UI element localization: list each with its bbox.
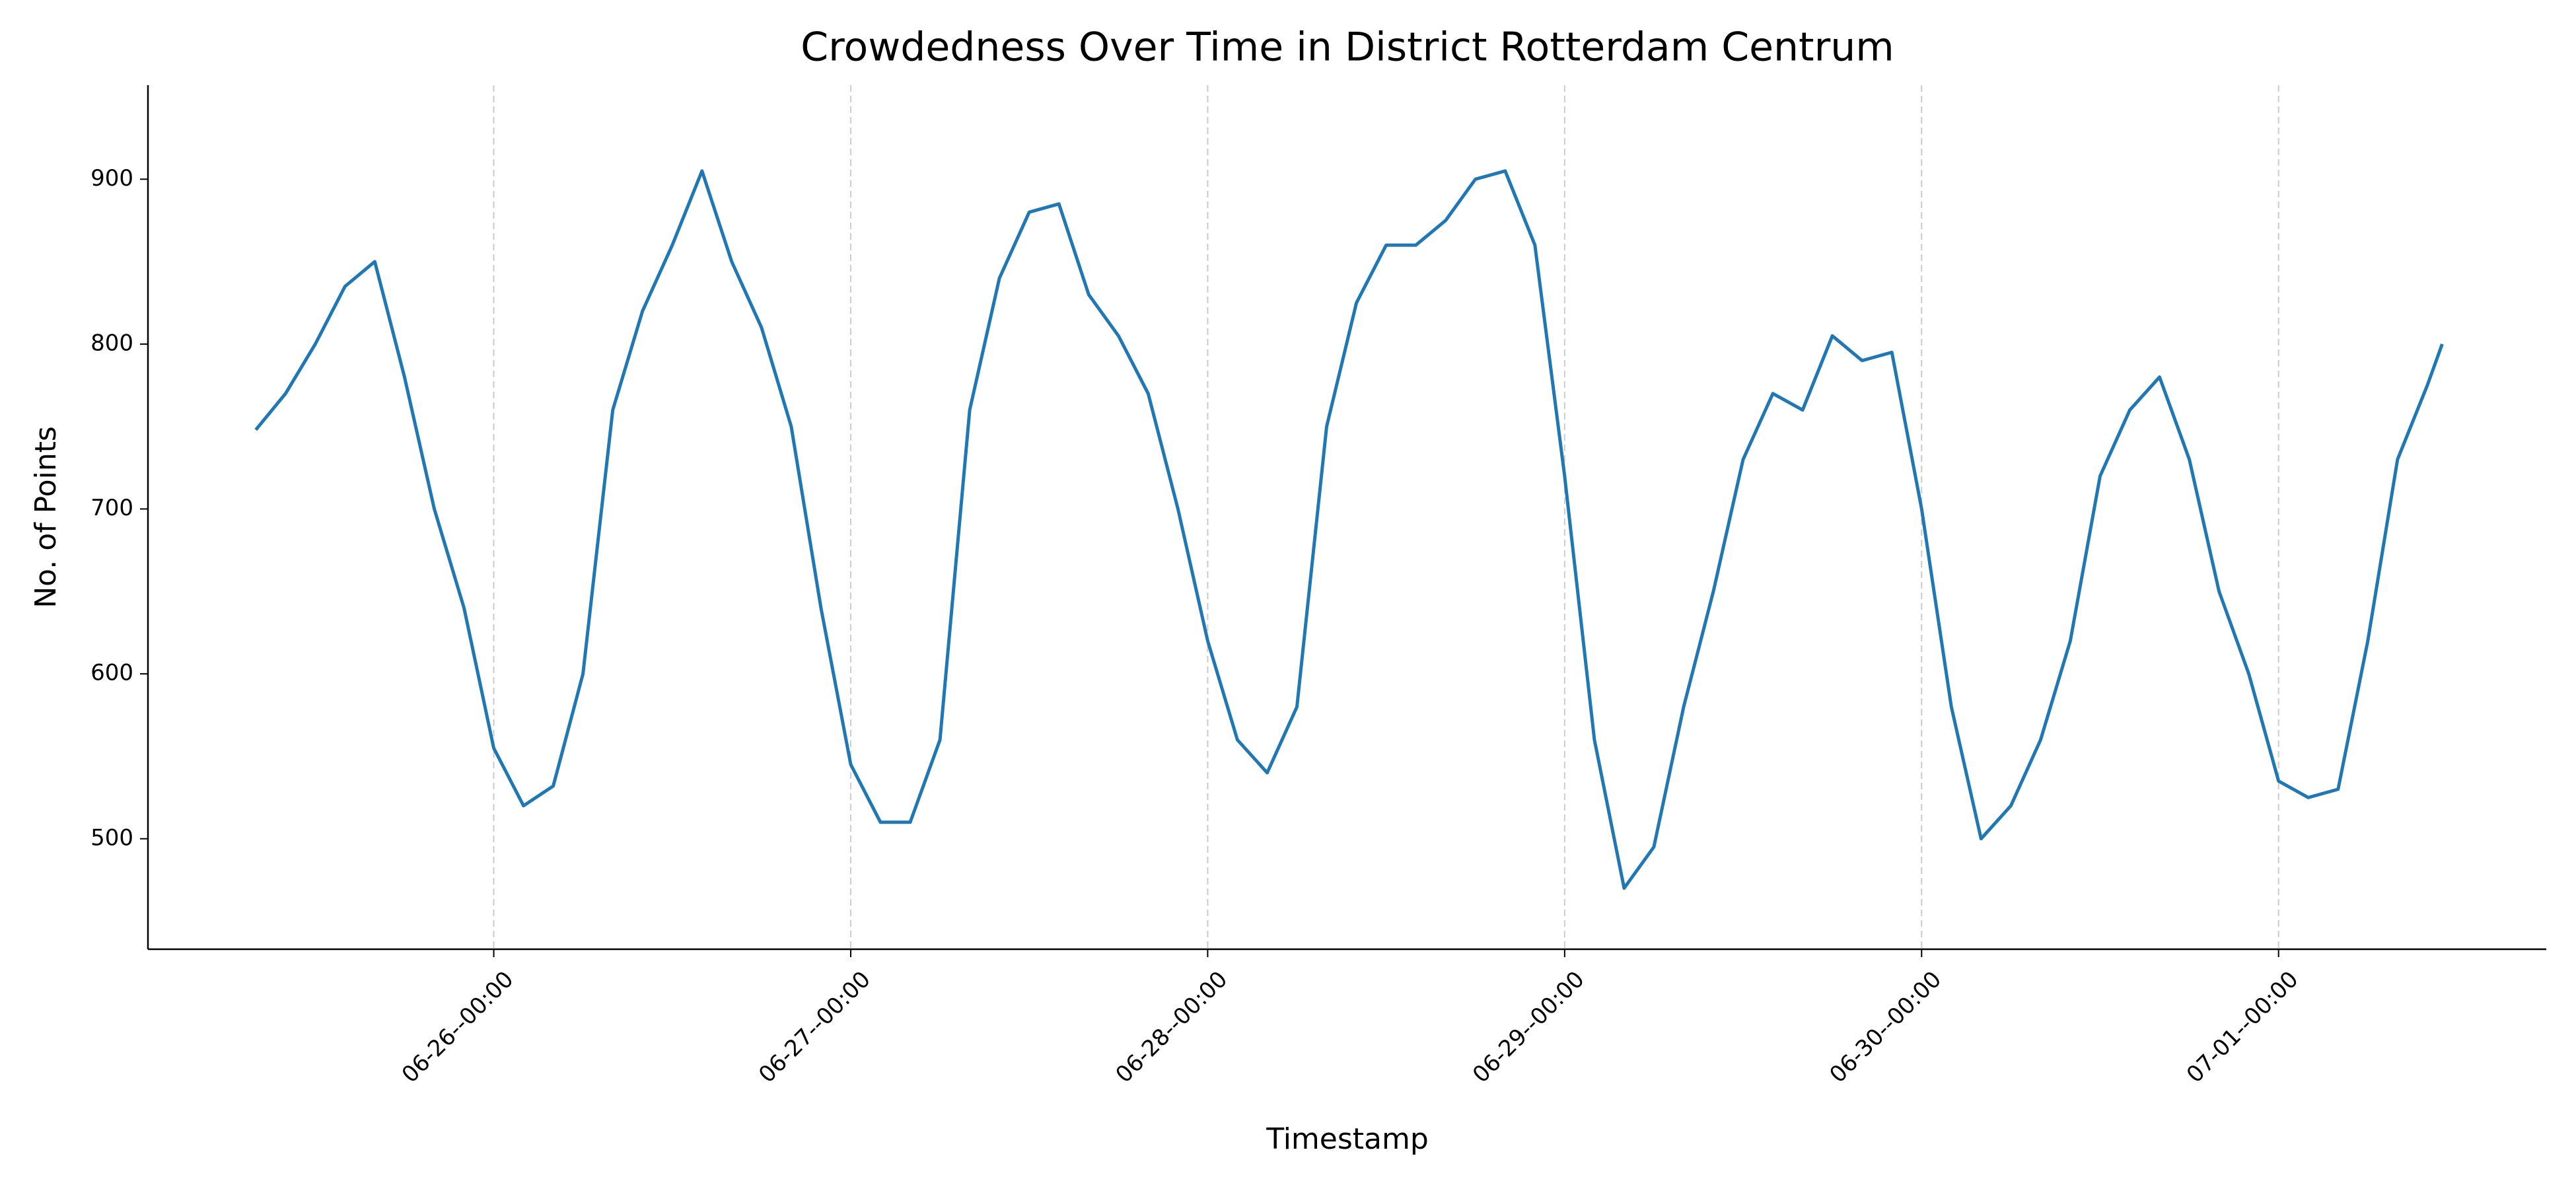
y-tick-label: 800 <box>90 330 133 356</box>
y-tick-label: 900 <box>90 165 133 192</box>
x-tick-label: 06-28--00:00 <box>1111 966 1233 1089</box>
y-axis-label: No. of Points <box>29 426 63 608</box>
x-tick-label: 06-26--00:00 <box>397 966 519 1089</box>
y-tick-label: 600 <box>90 660 133 686</box>
x-tick-label: 06-30--00:00 <box>1824 966 1947 1089</box>
chart-title: Crowdedness Over Time in District Rotter… <box>801 24 1894 71</box>
data-line <box>254 169 2444 890</box>
x-tick-label: 06-29--00:00 <box>1468 966 1590 1089</box>
y-tick-label: 700 <box>90 495 133 521</box>
x-axis-label: Timestamp <box>1266 1122 1429 1156</box>
x-tick-label: 07-01--00:00 <box>2182 966 2304 1089</box>
y-tick-label: 500 <box>90 824 133 851</box>
x-tick-label: 06-27--00:00 <box>754 966 876 1089</box>
